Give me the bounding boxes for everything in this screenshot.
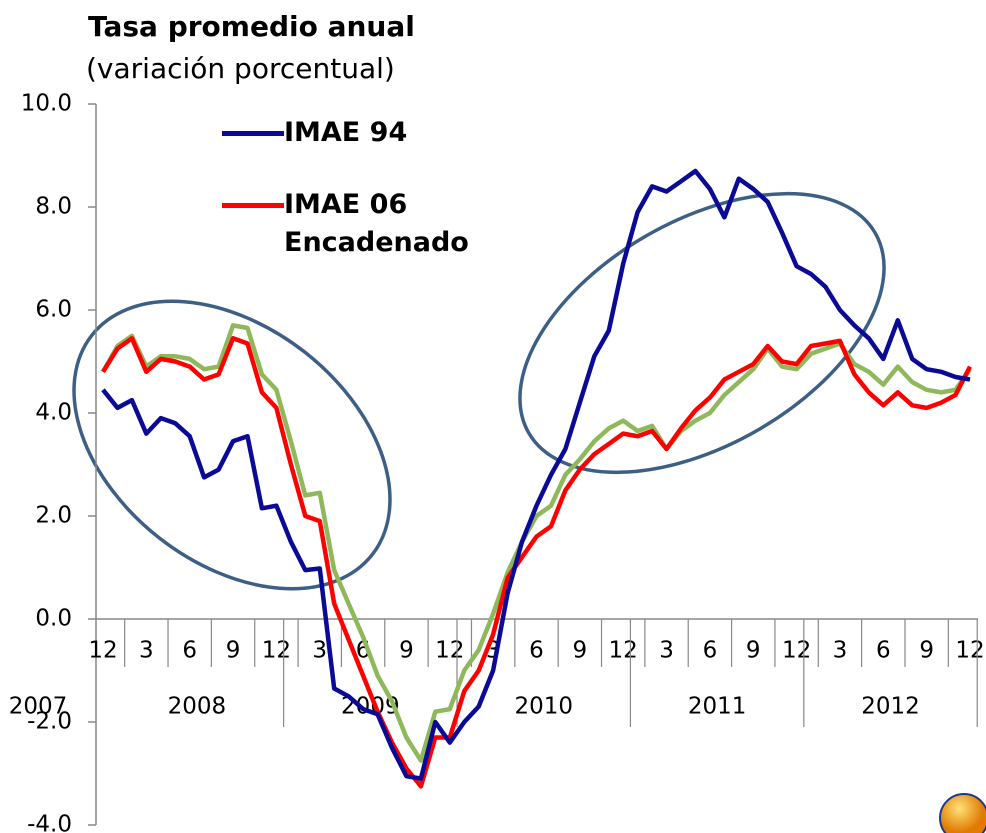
x-tick-label: 12 [609,638,638,664]
year-label: 2012 [861,694,920,720]
x-tick-label: 9 [919,638,934,664]
chart-subtitle: (variación porcentual) [86,52,395,85]
x-tick-label: 3 [833,638,848,664]
logo-icon [939,793,986,833]
y-tick-label: 10.0 [21,91,72,117]
series-line [101,336,973,789]
x-tick-label: 12 [262,638,291,664]
x-tick-label: 3 [139,638,154,664]
y-tick-label: 2.0 [35,503,72,529]
series-line [101,323,972,763]
legend-label: IMAE 94 [284,117,408,148]
legend-swatch [222,203,284,208]
x-tick-label: 12 [88,638,117,664]
x-tick-label: 9 [573,638,588,664]
x-tick-label: 12 [782,638,811,664]
y-tick-label: -4.0 [27,812,72,833]
series-line [101,168,971,781]
year-label: 2011 [688,694,747,720]
legend-item: IMAE 94 [222,114,452,152]
year-label: 2008 [168,694,227,720]
x-tick-label: 12 [955,638,984,664]
year-label: 2010 [514,694,573,720]
y-tick-label: 0.0 [35,606,72,632]
legend-label: IMAE 06 Encadenado [284,189,469,258]
x-tick-label: 6 [182,638,197,664]
y-tick-label: -2.0 [27,709,72,735]
x-tick-label: 6 [703,638,718,664]
x-tick-label: 12 [435,638,464,664]
x-tick-label: 3 [659,638,674,664]
legend-item: IMAE 06 Encadenado [222,186,469,262]
x-tick-label: 9 [399,638,414,664]
x-tick-label: 3 [312,638,327,664]
y-tick-label: 6.0 [35,297,72,323]
y-tick-label: 8.0 [35,194,72,220]
highlight-ellipse [518,191,886,475]
year-label: 2007 [9,694,68,720]
highlight-ellipse [72,299,392,591]
x-tick-label: 9 [746,638,761,664]
y-tick-label: 4.0 [35,400,72,426]
chart-title: Tasa promedio anual [88,10,415,43]
x-tick-label: 6 [876,638,891,664]
x-tick-label: 9 [226,638,241,664]
x-tick-label: 6 [529,638,544,664]
legend-swatch [222,131,284,136]
